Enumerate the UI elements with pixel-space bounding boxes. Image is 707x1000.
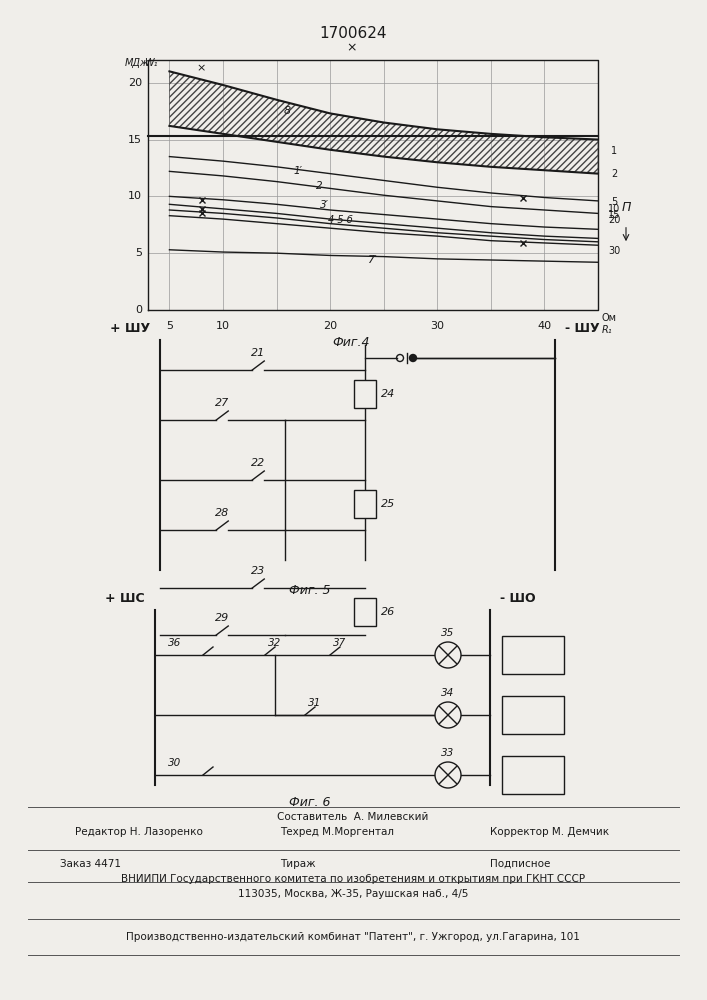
Text: МДж: МДж — [125, 58, 150, 68]
Text: 7′: 7′ — [368, 255, 378, 265]
Text: Техред М.Моргентал: Техред М.Моргентал — [280, 827, 394, 837]
Text: Ом: Ом — [602, 313, 617, 323]
Text: ВНИИПИ Государственного комитета по изобретениям и открытиям при ГКНТ СССР: ВНИИПИ Государственного комитета по изоб… — [121, 874, 585, 884]
Text: Составитель  А. Милевский: Составитель А. Милевский — [277, 812, 428, 822]
Text: 8: 8 — [284, 106, 291, 116]
Bar — [354, 598, 376, 626]
Text: 23: 23 — [251, 566, 265, 576]
Text: Корректор М. Демчик: Корректор М. Демчик — [490, 827, 609, 837]
Text: 10: 10 — [608, 204, 620, 214]
Text: 1′: 1′ — [293, 166, 303, 176]
Text: Заказ 4471: Заказ 4471 — [60, 859, 121, 869]
Bar — [354, 380, 376, 408]
Text: 27: 27 — [215, 398, 229, 408]
Text: 34: 34 — [441, 688, 455, 698]
Text: 40: 40 — [537, 321, 551, 331]
Text: 0: 0 — [135, 305, 142, 315]
Text: Редактор Н. Лазоренко: Редактор Н. Лазоренко — [75, 827, 203, 837]
Circle shape — [435, 642, 461, 668]
Text: 4 5 б: 4 5 б — [329, 215, 354, 225]
Text: ×: × — [346, 41, 357, 54]
Text: 15: 15 — [128, 135, 142, 145]
Text: 5: 5 — [166, 321, 173, 331]
Text: ×: × — [197, 63, 206, 73]
Text: 26: 26 — [381, 607, 395, 617]
Text: 28: 28 — [215, 508, 229, 518]
Text: 29: 29 — [215, 613, 229, 623]
Text: 15: 15 — [608, 210, 620, 220]
Text: 30: 30 — [168, 758, 182, 768]
Text: 24: 24 — [381, 389, 395, 399]
Text: 20: 20 — [128, 78, 142, 88]
Text: 37: 37 — [334, 638, 346, 648]
Text: ПГ: ПГ — [525, 648, 541, 662]
Text: Производственно-издательский комбинат "Патент", г. Ужгород, ул.Гагарина, 101: Производственно-издательский комбинат "П… — [126, 932, 580, 942]
Bar — [502, 636, 564, 674]
Text: Фиг. 5: Фиг. 5 — [289, 584, 331, 596]
Text: 30: 30 — [608, 246, 620, 256]
Text: 20: 20 — [323, 321, 337, 331]
Bar — [354, 490, 376, 518]
Circle shape — [435, 762, 461, 788]
Text: + ШС: + ШС — [105, 592, 145, 605]
Text: 25: 25 — [381, 499, 395, 509]
Circle shape — [409, 355, 416, 361]
Text: 21: 21 — [251, 348, 265, 358]
Text: 32: 32 — [269, 638, 281, 648]
Text: W₁: W₁ — [144, 58, 158, 68]
Circle shape — [435, 702, 461, 728]
Text: 36: 36 — [168, 638, 182, 648]
Text: 31: 31 — [308, 698, 322, 708]
Text: Фиг.4: Фиг.4 — [333, 336, 370, 349]
Text: 113035, Москва, Ж-35, Раушская наб., 4/5: 113035, Москва, Ж-35, Раушская наб., 4/5 — [238, 889, 468, 899]
Text: 2: 2 — [611, 169, 617, 179]
Text: ПВ: ПВ — [524, 708, 542, 722]
Text: П: П — [621, 201, 631, 214]
Text: 10: 10 — [216, 321, 230, 331]
Text: - ШУ: - ШУ — [565, 322, 600, 335]
Text: R₁: R₁ — [602, 325, 613, 335]
Text: 33: 33 — [441, 748, 455, 758]
Text: 22: 22 — [251, 458, 265, 468]
Text: Тираж: Тираж — [280, 859, 315, 869]
Text: 3′: 3′ — [320, 200, 329, 210]
Text: - ШО: - ШО — [500, 592, 536, 605]
Bar — [502, 696, 564, 734]
Text: 35: 35 — [441, 628, 455, 638]
Text: 10: 10 — [128, 191, 142, 201]
Text: 20: 20 — [608, 215, 620, 225]
Text: 1700624: 1700624 — [320, 25, 387, 40]
Text: 5: 5 — [611, 197, 617, 207]
Text: ПБ: ПБ — [524, 768, 542, 782]
Text: 30: 30 — [431, 321, 444, 331]
Text: Фиг. 6: Фиг. 6 — [289, 796, 331, 810]
Bar — [502, 756, 564, 794]
Text: + ШУ: + ШУ — [110, 322, 150, 335]
Text: 1: 1 — [611, 146, 617, 156]
Text: 5: 5 — [135, 248, 142, 258]
Text: 2: 2 — [316, 181, 322, 191]
Text: Подписное: Подписное — [490, 859, 550, 869]
